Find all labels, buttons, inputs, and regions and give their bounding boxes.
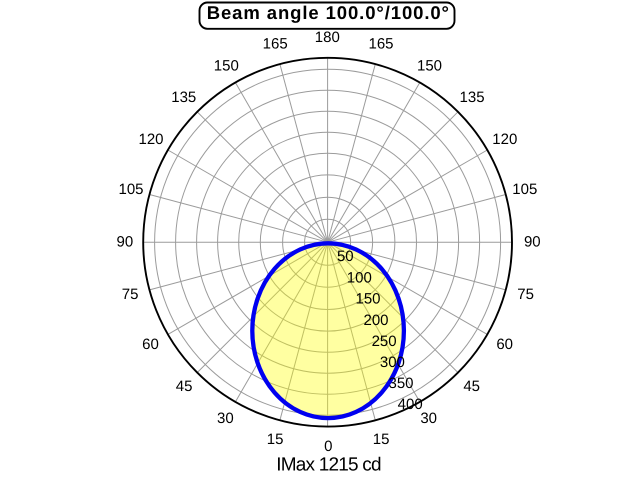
svg-text:15: 15 — [373, 431, 390, 448]
svg-text:30: 30 — [420, 410, 437, 427]
svg-text:50: 50 — [337, 248, 354, 265]
svg-text:400: 400 — [398, 396, 423, 413]
svg-text:150: 150 — [214, 57, 239, 74]
svg-text:45: 45 — [463, 378, 480, 395]
svg-text:200: 200 — [363, 312, 388, 329]
svg-text:120: 120 — [138, 131, 163, 148]
svg-text:135: 135 — [460, 89, 485, 106]
svg-text:105: 105 — [118, 181, 143, 198]
svg-text:150: 150 — [417, 57, 442, 74]
svg-text:45: 45 — [176, 378, 193, 395]
svg-text:105: 105 — [512, 181, 537, 198]
svg-text:180: 180 — [315, 29, 340, 46]
svg-text:165: 165 — [368, 36, 393, 53]
svg-text:100: 100 — [347, 269, 372, 286]
svg-text:75: 75 — [517, 286, 534, 303]
svg-text:90: 90 — [524, 233, 541, 250]
svg-text:15: 15 — [267, 431, 284, 448]
svg-text:250: 250 — [372, 333, 397, 350]
svg-text:75: 75 — [122, 286, 139, 303]
svg-text:60: 60 — [496, 336, 513, 353]
svg-text:350: 350 — [388, 375, 413, 392]
svg-text:300: 300 — [380, 354, 405, 371]
svg-text:120: 120 — [492, 131, 517, 148]
svg-text:135: 135 — [171, 89, 196, 106]
svg-text:30: 30 — [217, 410, 234, 427]
svg-text:IMax 1215 cd: IMax 1215 cd — [276, 454, 381, 475]
svg-text:0: 0 — [324, 438, 332, 455]
svg-text:150: 150 — [355, 291, 380, 308]
svg-text:165: 165 — [263, 36, 288, 53]
svg-text:Beam angle 100.0°/100.0°: Beam angle 100.0°/100.0° — [207, 2, 450, 23]
svg-text:60: 60 — [142, 336, 159, 353]
svg-text:90: 90 — [117, 233, 134, 250]
